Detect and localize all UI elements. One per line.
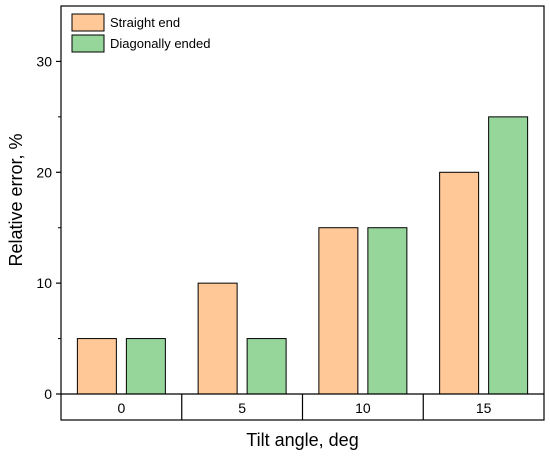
bar-straight-end: [197, 282, 238, 395]
legend-label: Diagonally ended: [110, 36, 210, 51]
legend-label: Straight end: [110, 15, 180, 30]
bars-group: [76, 116, 529, 395]
x-tick-label: 0: [117, 400, 125, 416]
bar-diagonally-ended: [367, 227, 408, 395]
legend-swatch: [71, 13, 105, 32]
y-axis-ticks: 0 10 20 30: [36, 53, 61, 402]
y-tick-label: 30: [36, 53, 52, 69]
plot-frame: [60, 5, 545, 421]
y-tick-label: 0: [44, 386, 52, 402]
legend-swatch: [71, 34, 105, 53]
x-axis-categories: 0 5 10 15: [61, 393, 544, 420]
x-tick-label: 15: [476, 400, 492, 416]
x-tick-label: 5: [238, 400, 246, 416]
bar-diagonally-ended: [246, 338, 287, 395]
x-tick-label: 10: [355, 400, 371, 416]
legend: Straight end Diagonally ended: [71, 13, 210, 53]
y-tick-label: 10: [36, 275, 52, 291]
bar-diagonally-ended: [488, 116, 529, 395]
bar-straight-end: [76, 338, 117, 395]
y-tick-label: 20: [36, 164, 52, 180]
bar-straight-end: [318, 227, 359, 395]
y-axis-label: Relative error, %: [6, 133, 26, 266]
bar-straight-end: [439, 171, 480, 395]
x-axis-label: Tilt angle, deg: [246, 430, 358, 450]
bar-diagonally-ended: [125, 338, 166, 395]
